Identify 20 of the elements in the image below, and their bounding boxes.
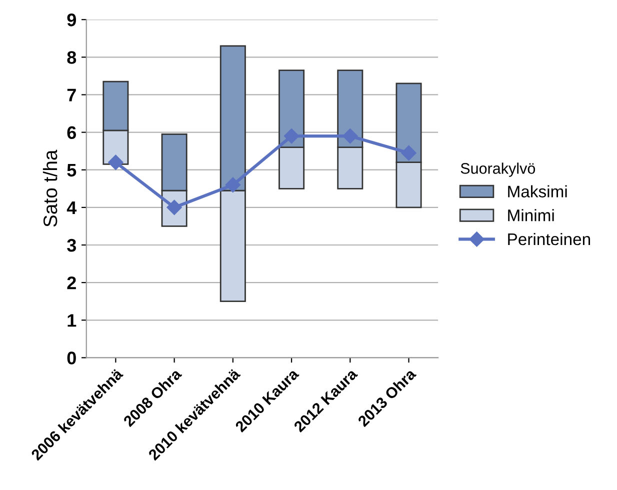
point — [401, 145, 416, 161]
y-tick-label: 2 — [67, 276, 76, 290]
point — [284, 128, 300, 144]
y-tick-label: 9 — [67, 14, 76, 26]
point — [342, 128, 358, 144]
legend-label: Maksimi — [508, 185, 567, 198]
y-tick-label: 3 — [67, 238, 76, 252]
legend-label: Perinteinen — [508, 232, 590, 246]
point — [225, 177, 240, 192]
y-tick-label: 8 — [67, 51, 76, 64]
legend-label: Minimi — [508, 209, 554, 222]
y-tick-label: 5 — [67, 164, 76, 177]
y-tick-label: 7 — [67, 88, 76, 102]
y-tick-label: 0 — [67, 352, 76, 364]
y-tick-label: 6 — [67, 126, 76, 140]
y-axis-title: Sato t/ha — [42, 150, 58, 227]
legend-title: Suorakylvö — [460, 162, 536, 177]
y-tick-label: 4 — [66, 202, 77, 214]
y-tick-label: 1 — [68, 314, 76, 327]
point — [108, 154, 124, 170]
